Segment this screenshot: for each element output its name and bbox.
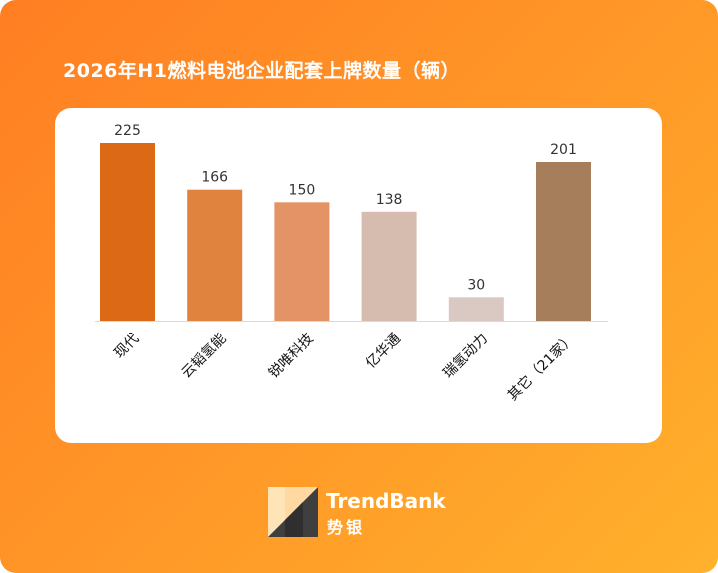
- chart-card: 225 现代 166 云韬氢能 150 锐唯科技 138 亿华通 30 瑞氢动力 201 其它（21家…: [55, 108, 662, 443]
- data-label-4: 30: [467, 277, 485, 293]
- data-label-5: 201: [550, 142, 577, 158]
- brand-name-cn: 势银: [327, 518, 366, 537]
- data-label-1: 166: [201, 170, 228, 186]
- bar-chart: 225 现代 166 云韬氢能 150 锐唯科技 138 亿华通 30 瑞氢动力 201 其它（21家…: [95, 123, 608, 404]
- bar-1: [187, 189, 243, 321]
- bar-2: [274, 202, 330, 321]
- category-label-2: 锐唯科技: [266, 331, 317, 382]
- bar-0: [100, 143, 155, 321]
- category-label-3: 亿华通: [363, 331, 404, 372]
- data-label-0: 225: [114, 123, 141, 139]
- chart-title: 2026年H1燃料电池企业配套上牌数量（辆）: [63, 60, 461, 82]
- bar-3: [361, 211, 417, 321]
- brand-name: TrendBank: [326, 489, 446, 513]
- category-label-4: 瑞氢动力: [440, 331, 491, 382]
- data-label-3: 138: [376, 192, 403, 208]
- category-label-0: 现代: [111, 331, 142, 362]
- bar-5: [536, 162, 591, 321]
- category-label-5: 其它（21家）: [504, 330, 578, 404]
- category-label-1: 云韬氢能: [179, 331, 230, 382]
- trendbank-logo-icon: [268, 487, 318, 537]
- bar-4: [448, 297, 504, 321]
- brand: TrendBank 势银: [268, 486, 468, 538]
- data-label-2: 150: [289, 182, 316, 198]
